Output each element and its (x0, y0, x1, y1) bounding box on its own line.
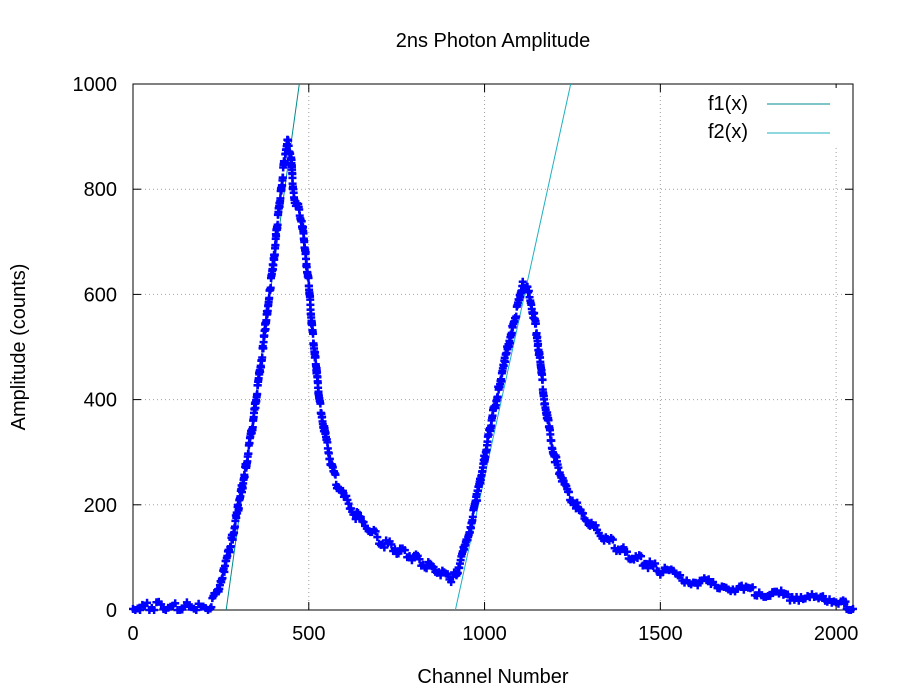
data-point-marker (394, 549, 403, 558)
data-point-marker (849, 604, 857, 613)
data-point-marker (143, 598, 152, 607)
x-tick-label: 1500 (638, 623, 683, 645)
data-point-marker (234, 504, 243, 513)
data-point-marker (192, 606, 201, 614)
legend-label-f1: f1(x) (708, 93, 748, 115)
data-point-marker (171, 599, 180, 608)
data-point-marker (422, 564, 431, 573)
data-point-marker (244, 449, 253, 458)
data-point-marker (493, 392, 502, 401)
data-point-marker (258, 353, 267, 362)
y-tick-label: 800 (84, 179, 117, 201)
data-point-marker (468, 512, 477, 521)
data-point-marker (658, 568, 667, 577)
data-point-marker (304, 273, 313, 282)
data-point-marker (608, 535, 617, 544)
data-point-marker (748, 583, 757, 592)
data-point-marker (497, 377, 506, 386)
data-point-marker (273, 220, 282, 229)
data-point-marker (387, 540, 396, 549)
data-point-marker (207, 603, 216, 612)
data-points (129, 135, 857, 614)
data-point-marker (547, 436, 556, 445)
y-tick-label: 400 (84, 390, 117, 412)
data-point-marker (266, 283, 275, 292)
data-point-marker (591, 521, 600, 530)
data-point-marker (371, 527, 380, 536)
data-point-marker (309, 329, 318, 338)
data-point-marker (218, 574, 227, 583)
y-axis-ticks: 0 200 400 600 800 1000 (73, 74, 853, 622)
y-axis-label: Amplitude (counts) (8, 264, 30, 431)
data-point-marker (380, 543, 389, 552)
x-tick-label: 500 (292, 623, 325, 645)
data-point-marker (373, 533, 382, 542)
x-axis-label: Channel Number (417, 666, 569, 688)
legend-label-f2: f2(x) (708, 121, 748, 143)
x-tick-label: 0 (127, 623, 138, 645)
data-point-marker (150, 606, 159, 614)
x-tick-label: 2000 (814, 623, 859, 645)
x-axis-ticks: 0 500 1000 1500 2000 (127, 84, 858, 645)
data-point-marker (447, 578, 456, 587)
data-point-marker (429, 563, 438, 572)
y-tick-label: 1000 (73, 74, 118, 96)
data-point-marker (136, 606, 145, 614)
fit-lines (225, 84, 572, 610)
data-point-marker (253, 390, 262, 399)
data-point-marker (473, 496, 482, 505)
data-point-marker (538, 375, 547, 384)
data-point-marker (276, 194, 285, 203)
data-point-marker (676, 571, 685, 580)
data-point-marker (579, 509, 587, 518)
data-point-marker (777, 586, 786, 595)
data-point-marker (415, 555, 424, 564)
data-point-marker (512, 312, 521, 321)
legend: f1(x) f2(x) (690, 88, 850, 148)
chart-title: 2ns Photon Amplitude (396, 30, 591, 52)
data-point-marker (704, 575, 713, 584)
data-point-marker (240, 472, 249, 481)
data-point-marker (531, 319, 540, 328)
data-point-marker (693, 581, 702, 590)
data-point-marker (637, 552, 646, 561)
data-point-marker (783, 590, 792, 599)
data-point-marker (619, 543, 628, 552)
data-point-marker (265, 293, 274, 302)
plot-area-border (132, 83, 854, 611)
data-point-marker (331, 470, 340, 479)
data-point-marker (278, 173, 287, 182)
data-point-marker (501, 357, 510, 366)
data-point-marker (400, 546, 409, 555)
y-tick-label: 200 (84, 495, 117, 517)
data-point-marker (651, 559, 660, 568)
data-point-marker (818, 592, 827, 601)
legend-background (690, 88, 850, 148)
data-point-marker (622, 547, 631, 556)
data-point-marker (407, 556, 416, 565)
data-point-marker (182, 598, 191, 607)
y-tick-label: 0 (106, 600, 117, 622)
data-point-marker (443, 570, 452, 579)
grid-lines (133, 84, 853, 610)
data-point-marker (356, 513, 365, 522)
data-point-marker (841, 597, 850, 606)
data-point-marker (311, 353, 320, 362)
x-tick-label: 1000 (462, 623, 507, 645)
data-point-marker (157, 600, 166, 609)
data-point-marker (226, 542, 235, 551)
data-point-marker (316, 399, 325, 408)
y-tick-label: 600 (84, 284, 117, 306)
data-point-marker (564, 487, 573, 496)
